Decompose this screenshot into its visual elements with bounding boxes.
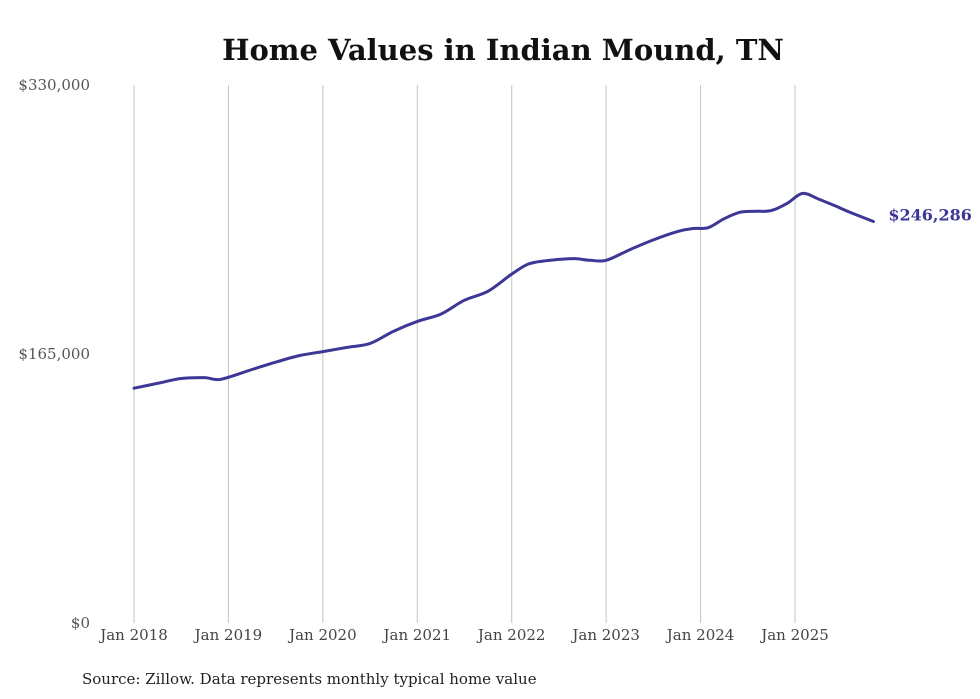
x-tick-label: Jan 2021	[382, 626, 452, 644]
y-axis-ticks: $0 $165,000 $330,000	[18, 76, 90, 632]
x-tick-label: Jan 2020	[287, 626, 357, 644]
grid-lines	[133, 85, 796, 623]
x-tick-label: Jan 2018	[98, 626, 168, 644]
x-tick-label: Jan 2025	[759, 626, 829, 644]
chart-title: Home Values in Indian Mound, TN	[222, 33, 784, 67]
series-line-home-value	[132, 191, 875, 390]
y-tick-label: $0	[71, 614, 90, 632]
source-note: Source: Zillow. Data represents monthly …	[82, 670, 537, 688]
end-value-label: $246,286	[888, 205, 972, 224]
x-tick-label: Jan 2024	[665, 626, 735, 644]
x-tick-label: Jan 2019	[193, 626, 263, 644]
x-tick-label: Jan 2022	[476, 626, 546, 644]
y-tick-label: $165,000	[18, 345, 90, 363]
x-tick-label: Jan 2023	[570, 626, 640, 644]
x-axis-ticks: Jan 2018 Jan 2019 Jan 2020 Jan 2021 Jan 2022…	[98, 626, 829, 644]
y-tick-label: $330,000	[18, 76, 90, 94]
